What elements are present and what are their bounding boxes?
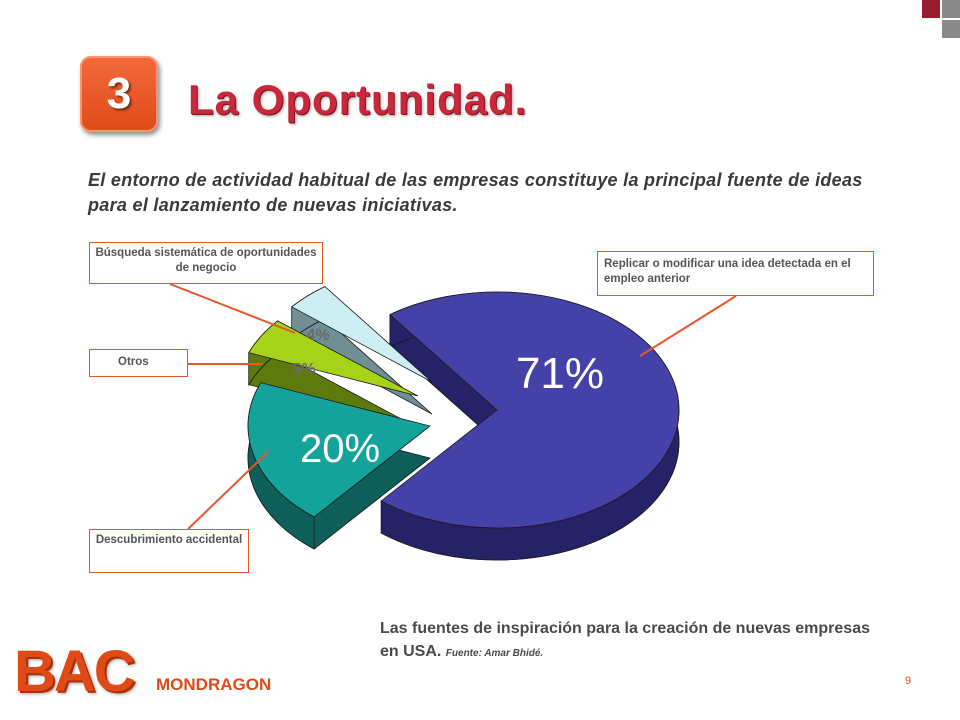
pie-value-labels: 71% 20% 5% 4% [292, 327, 604, 471]
pie-slice-1 [247, 382, 431, 518]
pie-value-label-2: 5% [292, 361, 315, 378]
callout-otros: Otros [89, 349, 188, 377]
corner-square-dark [922, 0, 940, 18]
corner-square-gray [942, 0, 960, 18]
callout-leader-lines [169, 283, 737, 530]
callout-replicar: Replicar o modificar una idea detectada … [597, 251, 874, 296]
pie-slice-0 [380, 291, 680, 529]
pie-value-label-3: 4% [306, 327, 329, 344]
callout-busqueda: Búsqueda sistemática de oportunidades de… [89, 242, 323, 284]
leader-line-3 [639, 295, 737, 357]
leader-line-2 [187, 451, 269, 530]
caption-source: Fuente: Amar Bhidé. [445, 648, 544, 659]
page-title: La Oportunidad. [188, 76, 528, 123]
leader-line-0 [169, 283, 296, 334]
bac-logo: BAC [14, 639, 136, 704]
pie-value-label-0: 71% [516, 349, 604, 398]
caption-main: Las fuentes de inspiración para la creac… [380, 620, 870, 660]
pie-slice-3 [290, 286, 433, 383]
chart-caption: Las fuentes de inspiración para la creac… [380, 617, 880, 665]
page-number: 9 [905, 675, 912, 687]
pie-value-label-1: 20% [300, 427, 380, 471]
caption-dot: . [436, 643, 446, 660]
intro-text: El entorno de actividad habitual de las … [88, 170, 863, 215]
pie-tops [247, 286, 680, 529]
callout-descubrimiento: Descubrimiento accidental [89, 529, 249, 573]
section-number-badge: 3 [80, 56, 158, 132]
logo-subtitle: MONDRAGON [156, 675, 272, 694]
corner-square-gray [942, 20, 960, 38]
pie-slice-2 [248, 320, 419, 397]
